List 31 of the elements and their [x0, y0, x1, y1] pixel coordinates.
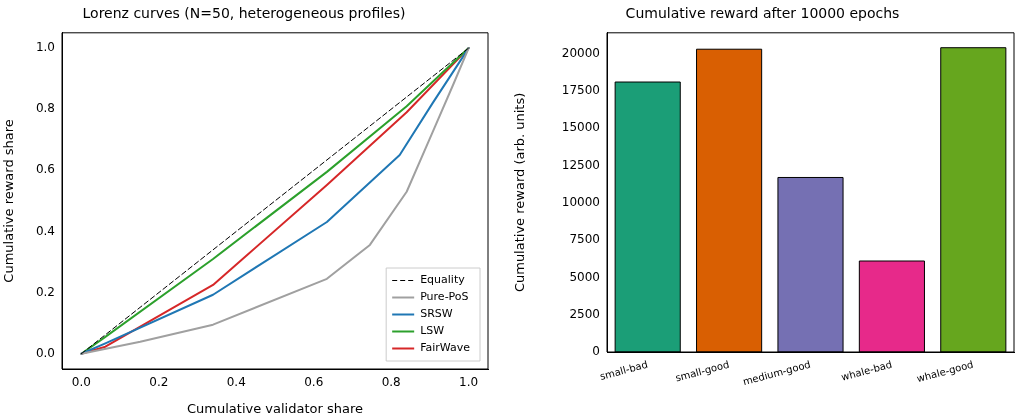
legend-label: FairWave [420, 341, 471, 355]
legend-label: Pure-PoS [420, 290, 469, 304]
x-tick-label: 0.4 [226, 375, 246, 390]
x-tick-label: 0.6 [304, 375, 324, 390]
x-tick-label: 0.8 [381, 375, 401, 390]
y-tick-label: 0.6 [35, 162, 55, 177]
legend-label: LSW [420, 324, 445, 338]
y-tick-label: 5000 [569, 269, 600, 284]
y-tick-label: 15000 [561, 120, 600, 135]
y-tick-label: 0 [592, 344, 600, 359]
x-axis-title: Cumulative validator share [187, 400, 363, 416]
y-tick-label: 17500 [561, 83, 600, 98]
x-tick-label: 0.0 [71, 375, 91, 390]
y-tick-label: 2500 [569, 306, 600, 321]
y-tick-label: 0.4 [35, 223, 55, 238]
y-tick-label: 12500 [561, 157, 600, 172]
legend-label: Equality [420, 273, 466, 287]
x-tick-label: 1.0 [459, 375, 479, 390]
y-tick-label: 7500 [569, 232, 600, 247]
y-tick-label: 0.2 [35, 284, 55, 299]
chart-title: Lorenz curves (N=50, heterogeneous profiles) [82, 5, 406, 22]
chart-title: Cumulative reward after 10000 epochs [625, 5, 900, 22]
y-tick-label: 10000 [561, 194, 600, 209]
legend-label: SRSW [420, 307, 453, 321]
x-tick-label: 0.2 [149, 375, 169, 390]
y-tick-label: 20000 [561, 45, 600, 60]
y-axis-title: Cumulative reward share [1, 119, 17, 283]
y-tick-label: 0.8 [35, 101, 55, 116]
y-tick-label: 1.0 [35, 40, 55, 55]
y-tick-label: 0.0 [35, 345, 55, 360]
y-axis-title: Cumulative reward (arb. units) [512, 92, 528, 293]
